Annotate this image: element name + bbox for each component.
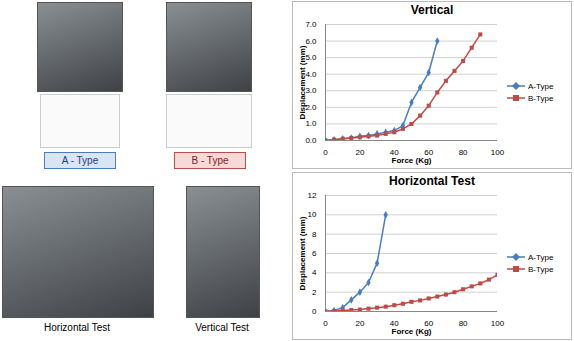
html-text:B-Type: B-Type [528, 264, 554, 274]
svg-text:1.0: 1.0 [305, 119, 317, 128]
svg-text:2.0: 2.0 [305, 102, 317, 112]
svg-text:3.0: 3.0 [305, 86, 317, 96]
svg-text:100: 100 [491, 319, 505, 328]
svg-text:0: 0 [323, 319, 328, 328]
svg-text:0: 0 [323, 148, 328, 157]
svg-text:4: 4 [312, 268, 317, 277]
svg-text:2: 2 [312, 288, 317, 297]
svg-text:0: 0 [312, 307, 317, 316]
svg-text:Force (Kg): Force (Kg) [392, 327, 432, 336]
html-text:A - Type: A - Type [61, 155, 99, 166]
html-text:A-Type: A-Type [528, 81, 554, 91]
svg-text:10: 10 [308, 210, 317, 219]
svg-text:20: 20 [355, 319, 364, 328]
svg-text:80: 80 [459, 319, 468, 328]
svg-text:60: 60 [424, 319, 434, 329]
svg-text:100: 100 [491, 148, 505, 157]
svg-text:Displacement (mm): Displacement (mm) [298, 45, 307, 119]
svg-text:8: 8 [312, 230, 317, 239]
html-text:Vertical Test: Vertical Test [195, 322, 249, 333]
svg-text:6: 6 [312, 249, 317, 258]
svg-text:4.0: 4.0 [305, 69, 317, 79]
html-text:Vertical: Vertical [410, 3, 454, 17]
html-text:A-Type: A-Type [528, 252, 554, 262]
svg-text:0.0: 0.0 [305, 136, 317, 145]
html-text:Horizontal Test: Horizontal Test [389, 174, 475, 188]
svg-text:40: 40 [389, 319, 399, 329]
svg-text:20: 20 [355, 148, 364, 157]
svg-text:6.0: 6.0 [305, 37, 317, 46]
html-text:Horizontal Test: Horizontal Test [44, 322, 110, 333]
svg-text:Force (Kg): Force (Kg) [392, 156, 432, 165]
svg-text:Displacement (mm): Displacement (mm) [298, 216, 307, 290]
svg-text:7.0: 7.0 [305, 20, 317, 29]
svg-text:5.0: 5.0 [305, 53, 317, 63]
svg-text:40: 40 [389, 148, 399, 158]
svg-text:60: 60 [424, 148, 434, 158]
svg-text:80: 80 [459, 148, 468, 157]
html-text:B - Type: B - Type [191, 155, 229, 166]
svg-text:12: 12 [308, 191, 317, 200]
html-text:B-Type: B-Type [528, 93, 554, 103]
